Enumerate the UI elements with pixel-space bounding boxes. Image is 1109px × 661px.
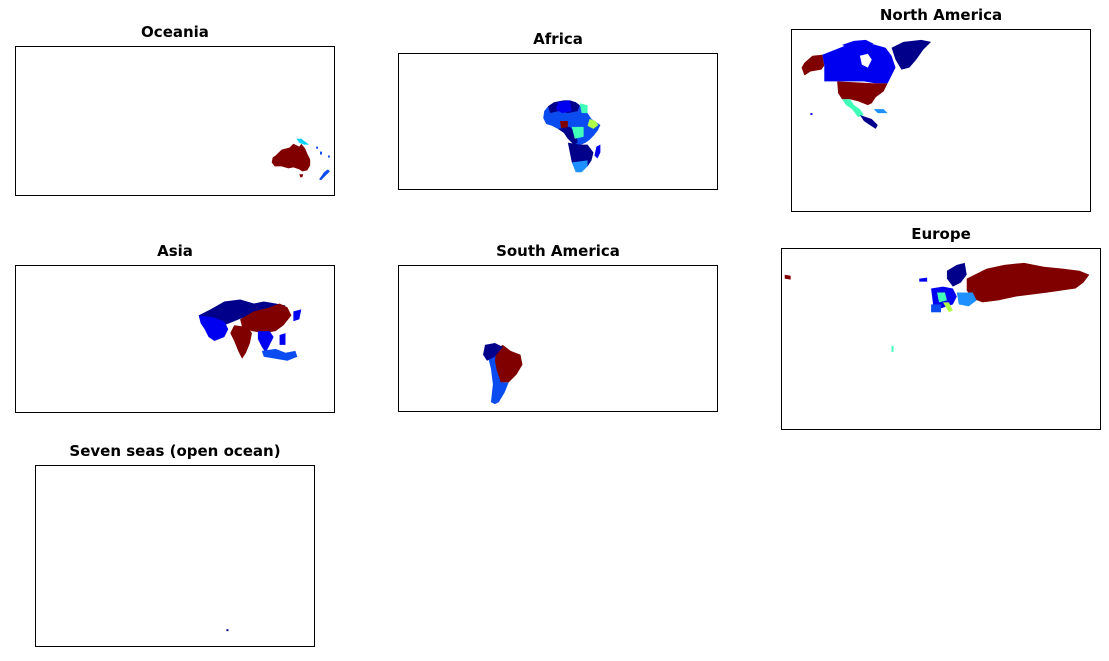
region-central-europe (937, 292, 947, 303)
region-argentina (494, 382, 509, 405)
region-greenland (891, 39, 932, 70)
region-canada-islands (842, 39, 874, 48)
region-india (230, 325, 252, 359)
panel-europe: Europe (781, 224, 1101, 430)
region-australia (271, 143, 311, 172)
region-egypt (579, 103, 588, 114)
panel-oceania: Oceania (15, 22, 335, 196)
panel-asia: Asia (15, 241, 335, 413)
region-china (240, 303, 292, 334)
region-south-africa (571, 160, 588, 173)
region-french-guiana (891, 345, 894, 352)
panel-title-africa: Africa (533, 30, 583, 48)
map-oceania (15, 46, 335, 196)
region-iberia (931, 304, 941, 313)
region-fiji (327, 155, 330, 158)
map-seven-seas-svg (226, 629, 229, 632)
region-scandinavia (946, 262, 967, 287)
region-alaska (801, 54, 825, 76)
region-middle-east (198, 315, 229, 341)
region-southeast-asia (257, 331, 274, 353)
region-tasmania (299, 174, 304, 178)
map-seven-seas (35, 465, 315, 647)
panel-north-america: North America (791, 5, 1091, 212)
panel-south-america: South America (398, 241, 718, 412)
region-canada (822, 41, 896, 84)
panel-seven-seas: Seven seas (open ocean) (35, 441, 315, 647)
region-iceland (919, 277, 928, 282)
map-africa-svg (543, 100, 601, 173)
panel-title-south-america: South America (496, 242, 620, 260)
map-europe (781, 248, 1101, 430)
map-south-america-svg (483, 342, 523, 405)
panel-title-oceania: Oceania (141, 23, 209, 41)
panel-title-seven-seas: Seven seas (open ocean) (69, 442, 281, 460)
map-europe-svg (784, 262, 1090, 352)
region-east-russia-edge (784, 274, 791, 280)
map-asia (15, 265, 335, 413)
map-north-america (791, 29, 1091, 212)
region-mexico (842, 99, 864, 118)
region-east-europe (956, 292, 977, 307)
panel-africa: Africa (398, 29, 718, 190)
region-madagascar (594, 144, 601, 159)
map-south-america (398, 265, 718, 412)
region-brazil (494, 344, 523, 383)
panel-title-asia: Asia (157, 242, 193, 260)
region-vanuatu (320, 151, 323, 155)
region-hudson-bay (859, 53, 872, 68)
region-algeria (556, 100, 572, 114)
region-ocean-island (226, 629, 229, 632)
region-italy (942, 302, 953, 313)
region-central-africa (571, 126, 584, 139)
region-new-zealand (319, 169, 330, 181)
region-solomon-islands (316, 146, 319, 149)
map-oceania-svg (271, 138, 330, 181)
region-philippines (279, 333, 286, 345)
region-nigeria (559, 121, 568, 128)
region-caribbean (873, 109, 888, 114)
panel-title-europe: Europe (911, 225, 971, 243)
map-africa (398, 53, 718, 190)
region-japan (293, 309, 302, 322)
panel-title-north-america: North America (879, 6, 1003, 24)
region-indonesia (261, 348, 298, 361)
region-central-america (859, 115, 878, 129)
region-central-band (558, 126, 578, 145)
region-hawaii (810, 113, 813, 116)
map-north-america-svg (801, 39, 932, 129)
region-new-guinea (296, 138, 310, 145)
region-northwest (483, 342, 503, 361)
map-asia-svg (198, 299, 302, 361)
region-horn-of-africa (587, 119, 599, 129)
region-russia (966, 262, 1090, 303)
